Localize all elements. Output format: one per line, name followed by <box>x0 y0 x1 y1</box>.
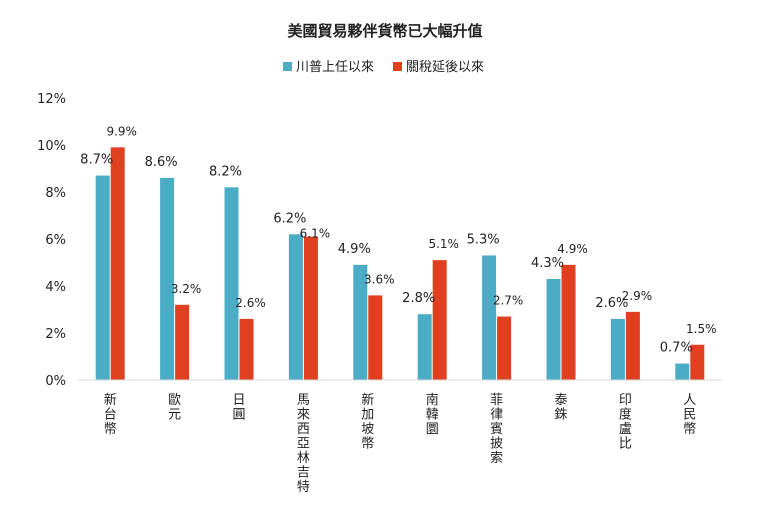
y-tick-label: 8% <box>45 186 66 201</box>
bar-2-1 <box>110 147 125 380</box>
data-label: 2.8% <box>402 291 435 306</box>
data-label: 2.6% <box>235 296 266 310</box>
bars <box>95 147 705 380</box>
x-tick-label: 日圓 <box>232 393 245 423</box>
y-tick-label: 6% <box>45 233 66 248</box>
bar-1-10 <box>675 363 690 380</box>
bar-1-9 <box>610 318 625 380</box>
y-tick-label: 0% <box>45 374 66 389</box>
chart-title: 美國貿易夥伴貨幣已大幅升值 <box>287 22 482 40</box>
data-label: 1.5% <box>686 322 717 336</box>
data-label: 4.3% <box>531 256 564 271</box>
bar-2-3 <box>239 318 254 380</box>
data-label: 0.7% <box>660 341 693 356</box>
x-tick-label: 新台幣 <box>104 392 117 437</box>
bar-1-1 <box>95 175 110 380</box>
bar-2-2 <box>175 304 190 380</box>
y-axis: 0% 2% 4% 6% 8% 10% 12% <box>37 92 66 389</box>
data-label: 2.9% <box>622 289 653 303</box>
bar-2-10 <box>690 344 705 380</box>
data-label: 2.7% <box>493 294 524 308</box>
x-tick-label: 新加坡幣 <box>361 392 374 452</box>
x-tick-label: 南韓圜 <box>426 392 439 437</box>
legend-swatch-2 <box>393 62 402 71</box>
bar-2-9 <box>625 311 640 380</box>
data-label: 3.2% <box>171 282 202 296</box>
bar-2-5 <box>368 295 383 380</box>
bar-1-3 <box>224 187 239 380</box>
legend-swatch-1 <box>283 62 292 71</box>
data-label: 9.9% <box>106 124 137 138</box>
data-label: 8.7% <box>80 153 113 168</box>
data-label: 4.9% <box>338 242 371 257</box>
data-label: 8.6% <box>145 155 178 170</box>
data-label: 2.6% <box>595 296 628 311</box>
data-label: 5.1% <box>428 237 459 251</box>
data-label: 8.2% <box>209 164 242 179</box>
bar-1-7 <box>482 255 497 380</box>
bar-2-4 <box>303 236 318 380</box>
chart-legend: 川普上任以來 關稅延後以來 <box>283 60 484 75</box>
data-label: 4.9% <box>557 242 588 256</box>
bar-1-2 <box>160 177 175 380</box>
y-tick-label: 4% <box>45 280 66 295</box>
x-tick-label: 馬來西亞林吉特 <box>297 393 310 495</box>
y-tick-label: 10% <box>37 139 66 154</box>
x-tick-label: 泰銖 <box>554 393 567 423</box>
bar-2-7 <box>497 316 512 380</box>
data-labels: 8.7% 9.9% 8.6% 3.2% 8.2% 2.6% 6.2%6.1% 4.9% 3.6%… <box>80 124 716 355</box>
data-label: 5.3% <box>467 232 500 247</box>
bar-2-8 <box>561 264 576 380</box>
x-tick-label: 印度盧比 <box>619 393 632 452</box>
x-axis: 新台幣 歐元 日圓 馬來西亞林吉特 新加坡幣 南韓圜 菲律賓披索 泰銖 印度盧比 人民幣 <box>78 379 722 495</box>
data-label: 3.6% <box>364 272 395 286</box>
x-tick-label: 歐元 <box>168 393 181 423</box>
y-tick-label: 2% <box>45 327 66 342</box>
bar-2-6 <box>432 260 447 380</box>
data-label: 6.2% <box>273 211 306 226</box>
x-tick-label: 人民幣 <box>683 393 696 437</box>
legend-label-1: 川普上任以來 <box>296 60 374 75</box>
data-label: 6.1% <box>300 227 331 241</box>
bar-1-4 <box>288 234 303 380</box>
bar-1-8 <box>546 278 561 380</box>
y-tick-label: 12% <box>37 92 66 107</box>
bar-1-5 <box>353 264 368 380</box>
bar-1-6 <box>417 314 432 380</box>
legend-label-2: 關稅延後以來 <box>406 60 484 75</box>
x-tick-label: 菲律賓披索 <box>490 393 503 466</box>
